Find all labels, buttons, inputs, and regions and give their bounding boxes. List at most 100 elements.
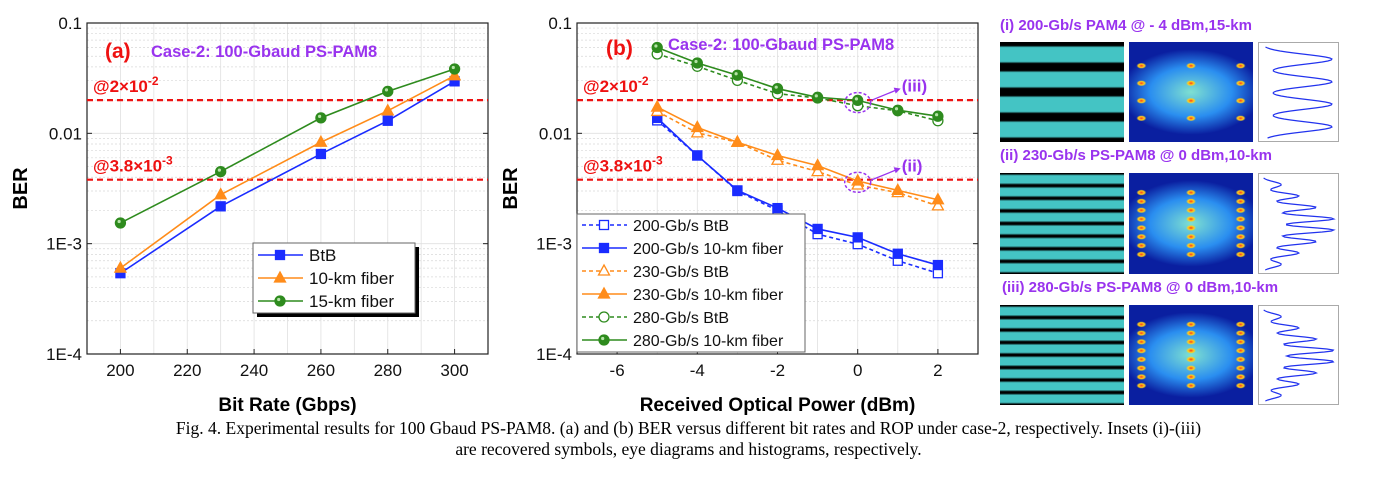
legend-entry: 10-km fiber bbox=[309, 269, 394, 288]
series-line bbox=[656, 46, 939, 117]
data-point bbox=[382, 85, 394, 98]
legend-entry: 200-Gb/s 10-km fiber bbox=[633, 241, 784, 258]
legend: 200-Gb/s BtB 200-Gb/s 10-km fiber 230-Gb/s… bbox=[576, 213, 806, 353]
data-point bbox=[690, 120, 704, 133]
inset-iii-label: (iii) 280-Gb/s PS-PAM8 @ 0 dBm,10-km bbox=[1002, 279, 1279, 296]
series-line bbox=[656, 53, 939, 122]
plot-frame bbox=[86, 22, 489, 355]
legend-marker bbox=[273, 270, 287, 283]
data-point bbox=[891, 183, 905, 196]
chart-b-ber-vs-rop: 0.1 0.01 1E-3 1E-4 -6 -4 -2 0 2 Received Optical … bbox=[500, 14, 979, 416]
histogram-trace bbox=[1263, 309, 1335, 402]
data-point-highlight bbox=[734, 72, 738, 76]
legend-entry: BtB bbox=[309, 246, 336, 265]
chart-a-ber-vs-bitrate: 0.1 0.01 1E-3 1E-4 200 220 240 260 280 300 Bit Rat… bbox=[10, 14, 489, 416]
legend-marker bbox=[598, 219, 610, 231]
x-tick-label: -4 bbox=[690, 361, 705, 380]
annotation-ellipse bbox=[843, 91, 872, 114]
histogram-trace bbox=[1263, 177, 1336, 271]
data-point bbox=[651, 41, 663, 54]
data-point-highlight bbox=[774, 85, 778, 89]
data-point bbox=[892, 104, 904, 116]
data-point-highlight bbox=[654, 44, 658, 48]
data-point-highlight bbox=[814, 94, 818, 98]
legend-marker bbox=[274, 249, 286, 261]
data-point-highlight bbox=[217, 168, 221, 172]
data-point bbox=[314, 134, 328, 147]
panel-label: (b) bbox=[606, 37, 633, 60]
data-point bbox=[692, 150, 703, 161]
y-axis-label: BER bbox=[10, 167, 32, 210]
inset-i-eye-diagram bbox=[1129, 42, 1253, 142]
annotation-label: (ii) bbox=[902, 156, 923, 175]
legend-marker bbox=[274, 295, 286, 307]
data-point bbox=[811, 158, 825, 171]
data-point bbox=[932, 110, 944, 122]
annotation-arrow bbox=[870, 88, 898, 102]
data-point-highlight bbox=[451, 65, 455, 70]
y-axis-label: BER bbox=[500, 167, 522, 210]
y-tick-label: 0.01 bbox=[539, 124, 572, 143]
data-point bbox=[382, 115, 393, 126]
legend-marker bbox=[598, 334, 610, 346]
threshold-label-exponent: -3 bbox=[162, 154, 173, 168]
inset-iii-eye-diagram bbox=[1129, 305, 1253, 405]
data-point bbox=[114, 217, 127, 229]
inset-i-label: (i) 200-Gb/s PAM4 @ - 4 dBm,15-km bbox=[1000, 17, 1252, 34]
data-point bbox=[852, 94, 864, 107]
x-tick-label: 220 bbox=[173, 361, 201, 380]
threshold-label-base: @2×10 bbox=[93, 77, 148, 96]
data-point bbox=[214, 187, 228, 200]
annotation-label: (iii) bbox=[902, 77, 928, 96]
threshold-label: @2×10-2 bbox=[93, 74, 159, 96]
histogram-trace bbox=[1265, 46, 1333, 139]
legend-entry: 200-Gb/s BtB bbox=[633, 218, 729, 235]
inset-ii-constellation bbox=[1000, 173, 1124, 274]
threshold-label: @2×10-2 bbox=[583, 74, 649, 96]
threshold-label: @3.8×10-3 bbox=[583, 154, 663, 176]
threshold-label-base: @2×10 bbox=[583, 77, 638, 96]
legend-entry: 15-km fiber bbox=[309, 292, 394, 311]
data-point bbox=[811, 91, 824, 103]
data-point bbox=[892, 248, 903, 259]
x-tick-label: -6 bbox=[610, 361, 625, 380]
data-point bbox=[852, 232, 863, 243]
legend-marker bbox=[598, 311, 610, 323]
y-tick-label: 0.1 bbox=[58, 14, 82, 33]
data-point bbox=[931, 192, 945, 205]
inset-iii-constellation bbox=[1000, 305, 1124, 405]
x-tick-label: 240 bbox=[240, 361, 268, 380]
data-point bbox=[731, 69, 744, 81]
y-tick-label: 1E-4 bbox=[46, 345, 82, 364]
x-tick-label: 0 bbox=[853, 361, 862, 380]
x-axis-label: Received Optical Power (dBm) bbox=[640, 395, 916, 416]
data-point-highlight bbox=[935, 113, 939, 117]
data-point bbox=[771, 83, 784, 95]
data-point bbox=[650, 99, 664, 112]
data-point bbox=[315, 148, 327, 160]
data-point bbox=[811, 164, 825, 177]
data-point bbox=[448, 63, 461, 75]
data-point bbox=[315, 112, 327, 124]
threshold-label-base: @3.8×10 bbox=[93, 157, 162, 176]
series-2 bbox=[114, 63, 461, 229]
annotation-ellipse bbox=[843, 171, 872, 194]
series-1 bbox=[113, 68, 462, 273]
series-line bbox=[656, 110, 939, 207]
legend-marker bbox=[597, 286, 611, 299]
legend-marker bbox=[597, 263, 611, 276]
data-point-highlight bbox=[854, 97, 858, 101]
legend-marker-highlight bbox=[601, 336, 605, 341]
data-point bbox=[772, 202, 783, 214]
annotation-arrowhead bbox=[893, 167, 901, 174]
threshold-label: @3.8×10-3 bbox=[93, 154, 173, 176]
x-tick-label: 260 bbox=[307, 361, 335, 380]
legend-entry: 230-Gb/s BtB bbox=[633, 264, 729, 281]
caption-line-2: are recovered symbols, eye diagrams and … bbox=[455, 439, 922, 459]
x-tick-label: 280 bbox=[374, 361, 402, 380]
chart-title: Case-2: 100-Gbaud PS-PAM8 bbox=[668, 36, 894, 54]
annotation-arrowhead bbox=[893, 87, 901, 94]
x-axis-label: Bit Rate (Gbps) bbox=[218, 395, 356, 416]
series-line bbox=[656, 119, 939, 274]
data-point bbox=[770, 148, 785, 161]
